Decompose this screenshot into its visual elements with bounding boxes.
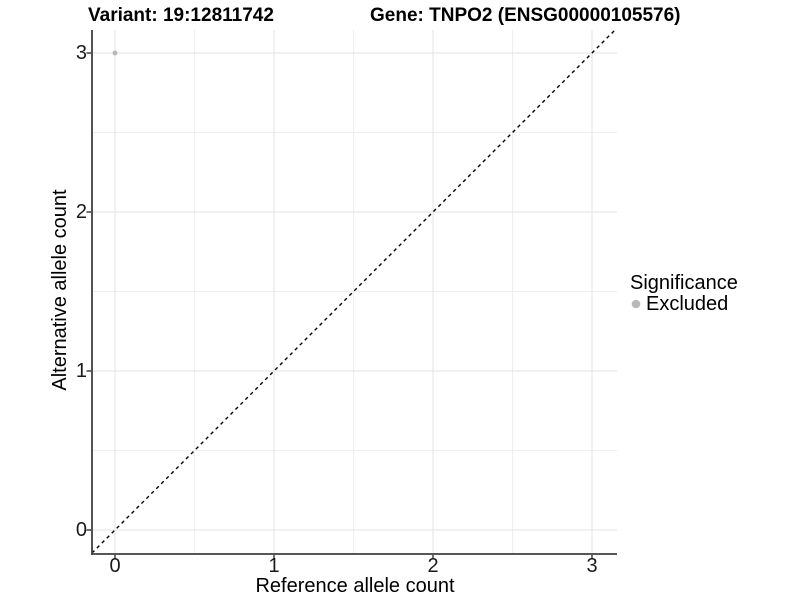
legend-point-swatch	[631, 299, 641, 309]
x-tick-label-2: 2	[427, 555, 439, 577]
x-tick-label-1: 1	[268, 555, 280, 577]
y-tick-label-0: 0	[75, 519, 87, 541]
variant-title: Variant: 19:12811742	[88, 5, 274, 26]
gene-title: Gene: TNPO2 (ENSG00000105576)	[370, 5, 681, 26]
data-point	[112, 50, 118, 56]
y-axis-title: Alternative allele count	[49, 189, 71, 391]
legend-point-icon	[631, 299, 641, 309]
legend-item-label: Excluded	[646, 293, 729, 315]
legend-title: Significance	[630, 272, 738, 294]
identity-line	[91, 29, 616, 554]
grid-major	[92, 30, 617, 553]
legend-item-excluded: Excluded	[630, 292, 728, 316]
x-axis-title: Reference allele count	[255, 575, 455, 597]
grid-minor	[92, 30, 617, 553]
y-tick-label-3: 3	[75, 42, 87, 64]
x-tick-label-3: 3	[586, 555, 598, 577]
y-tick-label-2: 2	[75, 201, 87, 223]
y-tick-label-1: 1	[75, 360, 87, 382]
x-tick-label-0: 0	[109, 555, 121, 577]
axis-lines	[91, 30, 617, 555]
tick-marks	[86, 52, 593, 560]
